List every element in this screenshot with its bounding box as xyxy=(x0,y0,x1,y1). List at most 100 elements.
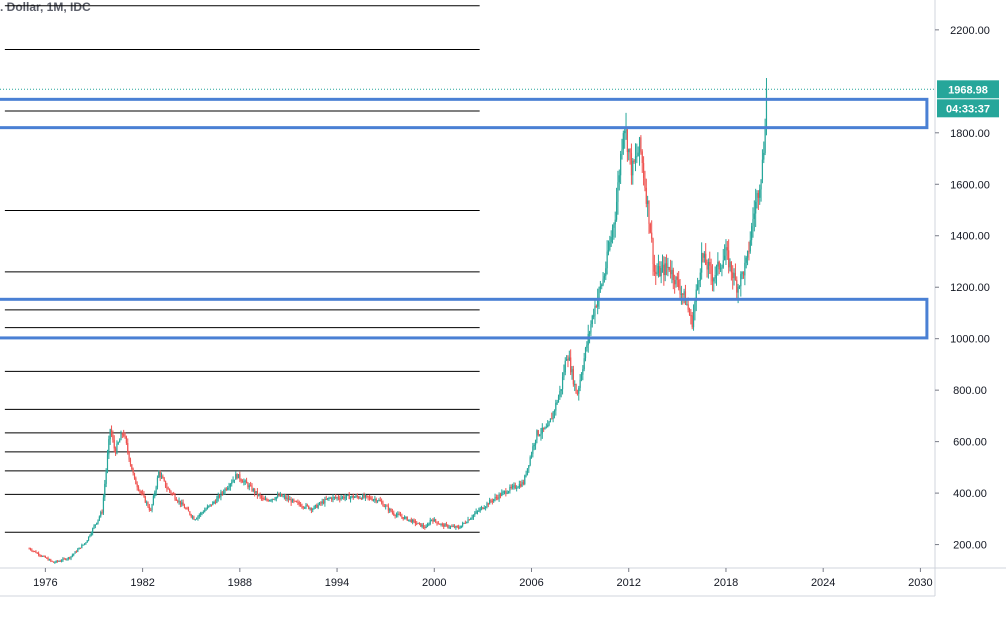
candle-body xyxy=(187,508,190,512)
candle-body xyxy=(208,505,210,507)
candle-body xyxy=(355,495,357,498)
candle-body xyxy=(335,496,337,498)
candle-body xyxy=(486,503,488,507)
candle-body xyxy=(528,465,530,469)
candle-body xyxy=(657,266,660,273)
time-tick-label: 1988 xyxy=(228,577,252,589)
candle-body xyxy=(505,491,507,494)
candle-body xyxy=(312,509,314,511)
candle-body xyxy=(418,522,421,524)
time-tick-label: 2024 xyxy=(811,577,835,589)
candle-body xyxy=(698,280,700,285)
candle-body xyxy=(401,516,403,518)
candle-body xyxy=(156,477,159,488)
time-tick-label: 1976 xyxy=(33,577,57,589)
candle-body xyxy=(39,554,41,556)
candle-body xyxy=(216,498,218,503)
candle-body xyxy=(314,504,317,507)
candle-body xyxy=(54,562,56,564)
candle-body xyxy=(51,560,53,562)
candle-body xyxy=(333,496,335,498)
candle-body xyxy=(218,495,221,498)
candle-body xyxy=(529,457,531,466)
candle-body xyxy=(237,474,240,479)
candle-body xyxy=(336,497,338,499)
candle-body xyxy=(213,501,215,503)
candle-body xyxy=(158,471,160,478)
candle-body xyxy=(305,504,307,508)
candle-body xyxy=(110,429,113,435)
candle-body xyxy=(422,525,425,528)
candle-body xyxy=(498,494,500,499)
candle-body xyxy=(270,500,272,502)
candle-body xyxy=(328,497,330,499)
candle-body xyxy=(583,358,585,370)
candle-body xyxy=(620,153,622,176)
candle-body xyxy=(595,306,597,308)
candle-body xyxy=(251,485,253,491)
candle-body xyxy=(466,522,468,524)
candle-body xyxy=(308,505,310,509)
candle-body xyxy=(117,442,119,444)
candle-body xyxy=(591,315,593,325)
candle-body xyxy=(717,261,719,267)
candle-body xyxy=(97,519,99,523)
candle-body xyxy=(106,454,109,471)
candle-body xyxy=(370,497,372,500)
candle-body xyxy=(559,391,561,397)
candle-body xyxy=(413,519,415,521)
candle-body xyxy=(62,558,64,561)
candle-body xyxy=(182,502,184,506)
price-and-time-axes[interactable]: 200.00 400.00 600.00 800.00 1000.00 1200.00 14… xyxy=(0,25,999,589)
fib-level-label: 1.272(1043.08) xyxy=(0,322,2,335)
candle-body xyxy=(212,502,214,506)
candle-body xyxy=(624,130,626,134)
candle-body xyxy=(467,519,469,523)
candle-body xyxy=(233,479,236,481)
candle-body xyxy=(293,499,295,501)
candle-body xyxy=(245,480,248,484)
candle-body xyxy=(193,516,195,520)
candle-body xyxy=(339,498,341,500)
candle-body xyxy=(742,272,745,276)
candle-body xyxy=(325,498,327,500)
candle-body xyxy=(632,160,634,176)
candle-body xyxy=(221,492,223,494)
price-tick-label: 1600.00 xyxy=(950,179,990,191)
candle-body xyxy=(744,262,746,276)
candle-body xyxy=(443,524,445,527)
axes-frame xyxy=(0,0,1006,597)
last-price-value: 1968.98 xyxy=(948,84,988,96)
candle-body xyxy=(748,251,750,253)
candle-body xyxy=(178,500,180,502)
candle-body xyxy=(460,525,462,528)
candle-body xyxy=(478,510,480,512)
candle-body xyxy=(572,369,574,385)
candle-body xyxy=(101,512,103,514)
candle-body xyxy=(479,508,481,511)
highlight-zone-box[interactable] xyxy=(0,297,929,340)
candle-body xyxy=(713,278,715,282)
candle-body xyxy=(483,508,485,510)
candle-body xyxy=(43,555,45,557)
fib-level-label: 1(873.00) xyxy=(0,365,2,378)
candle-body xyxy=(129,459,132,465)
highlight-zones[interactable] xyxy=(0,97,929,340)
candle-body xyxy=(655,271,657,274)
candle-body xyxy=(148,506,150,510)
candle-body xyxy=(588,332,591,334)
last-price-tag[interactable] xyxy=(937,80,999,99)
candle-body xyxy=(503,491,506,493)
candle-body xyxy=(606,251,608,269)
candle-body xyxy=(120,433,122,441)
candle-body xyxy=(143,493,145,497)
candle-body xyxy=(490,500,492,502)
highlight-zone-box[interactable] xyxy=(0,97,929,130)
candle-body xyxy=(751,226,753,241)
candle-body xyxy=(302,506,304,508)
fibonacci-extension[interactable]: 3.272(2293.64) 3(2123.57) 2.618(1884.71) 2(… xyxy=(0,0,480,539)
candle-body xyxy=(587,333,589,346)
candle-body xyxy=(752,218,754,227)
candle-body xyxy=(560,389,562,392)
